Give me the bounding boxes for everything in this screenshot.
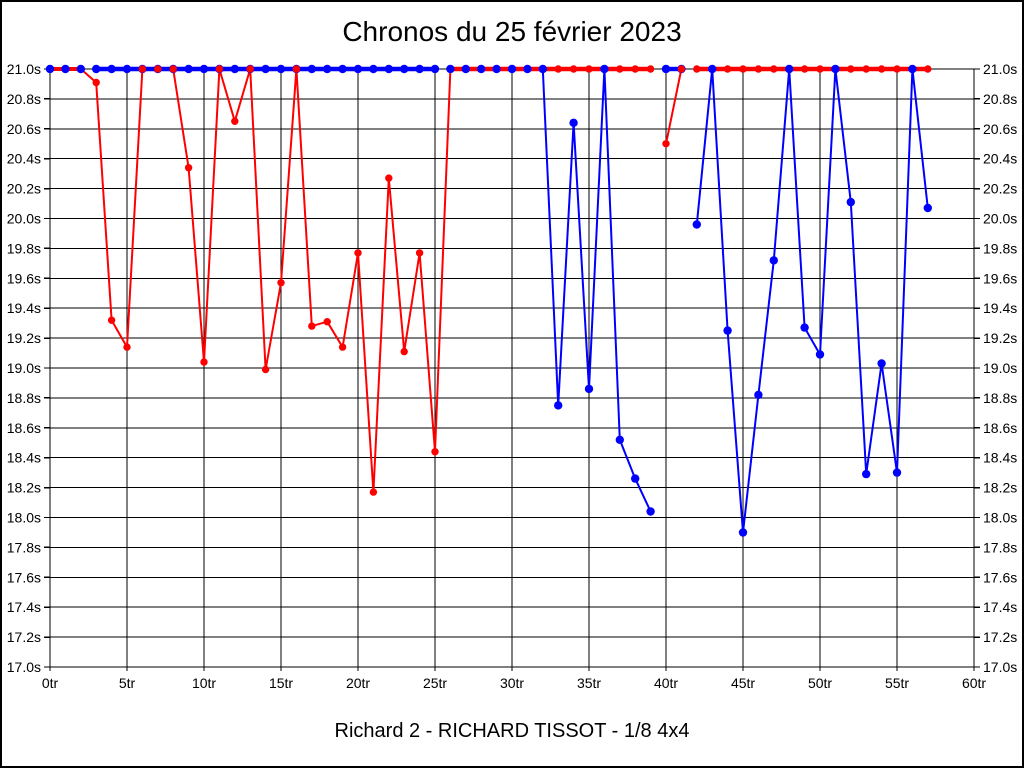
x-axis-label: 5tr [119,675,136,691]
y-axis-label-right: 17.8s [983,539,1017,555]
y-axis-label-left: 20.0s [7,211,41,227]
y-axis-label-left: 19.2s [7,330,41,346]
y-axis-label-right: 19.2s [983,330,1017,346]
y-axis-label-left: 20.6s [7,121,41,137]
y-axis-label-right: 17.4s [983,599,1017,615]
x-axis-label: 45tr [731,675,755,691]
x-axis-label: 50tr [808,675,832,691]
y-axis-label-left: 19.4s [7,300,41,316]
y-axis-label-left: 19.8s [7,240,41,256]
x-axis-label: 25tr [423,675,447,691]
y-axis-label-right: 17.2s [983,629,1017,645]
y-axis-label-right: 20.4s [983,151,1017,167]
y-axis-label-left: 17.4s [7,599,41,615]
y-axis-label-left: 18.2s [7,480,41,496]
red-driver-laps-line [50,66,928,494]
y-axis-label-right: 18.0s [983,510,1017,526]
x-axis-label: 10tr [192,675,216,691]
y-axis-label-right: 20.0s [983,211,1017,227]
x-axis-label: 30tr [500,675,524,691]
y-axis-label-right: 19.6s [983,270,1017,286]
y-axis-label-right: 21.0s [983,61,1017,77]
y-axis-label-right: 18.8s [983,390,1017,406]
y-axis-label-right: 19.0s [983,360,1017,376]
x-axis-label: 20tr [346,675,370,691]
y-axis-label-right: 18.2s [983,480,1017,496]
x-axis-label: 40tr [654,675,678,691]
y-axis-label-left: 19.0s [7,360,41,376]
y-axis-label-left: 20.2s [7,181,41,197]
x-axis-label: 55tr [885,675,909,691]
y-axis-label-right: 18.6s [983,420,1017,436]
y-axis-label-right: 18.4s [983,450,1017,466]
y-axis-label-right: 20.6s [983,121,1017,137]
x-axis-label: 15tr [269,675,293,691]
y-axis-label-left: 17.6s [7,569,41,585]
y-axis-label-right: 17.6s [983,569,1017,585]
y-axis-label-left: 18.8s [7,390,41,406]
x-axis-label: 35tr [577,675,601,691]
x-axis-label: 60tr [962,675,986,691]
red-driver-laps-markers [46,65,932,496]
x-axis-label: 0tr [42,675,59,691]
chart-subtitle: Richard 2 - RICHARD TISSOT - 1/8 4x4 [334,720,690,742]
y-axis-label-right: 20.2s [983,181,1017,197]
y-axis-label-left: 17.0s [7,659,41,675]
y-axis-labels-left: 21.0s 20.8s 20.6s 20.4s 20.2s 20.0s 19.8s 19.6s… [7,61,41,675]
y-axis-labels-right: 21.0s 20.8s 20.6s 20.4s 20.2s 20.0s 19.8s 19.6s… [983,61,1017,675]
y-axis-label-left: 18.4s [7,450,41,466]
y-axis-label-left: 20.8s [7,91,41,107]
y-axis-label-left: 21.0s [7,61,41,77]
y-axis-label-right: 19.4s [983,300,1017,316]
chart-title: Chronos du 25 février 2023 [342,16,682,47]
y-axis-label-left: 17.2s [7,629,41,645]
y-axis-label-right: 20.8s [983,91,1017,107]
x-axis-labels: 0tr 5tr 10tr 15tr 20tr 25tr 30tr 35tr 40tr 45tr 50… [42,675,987,691]
y-axis-label-left: 17.8s [7,539,41,555]
y-axis-label-left: 19.6s [7,270,41,286]
y-axis-label-left: 18.6s [7,420,41,436]
y-axis-label-right: 19.8s [983,240,1017,256]
y-axis-label-left: 20.4s [7,151,41,167]
y-axis-label-right: 17.0s [983,659,1017,675]
y-axis-label-left: 18.0s [7,510,41,526]
grid-lines [49,68,975,668]
blue-driver-laps-markers-top [45,64,86,74]
